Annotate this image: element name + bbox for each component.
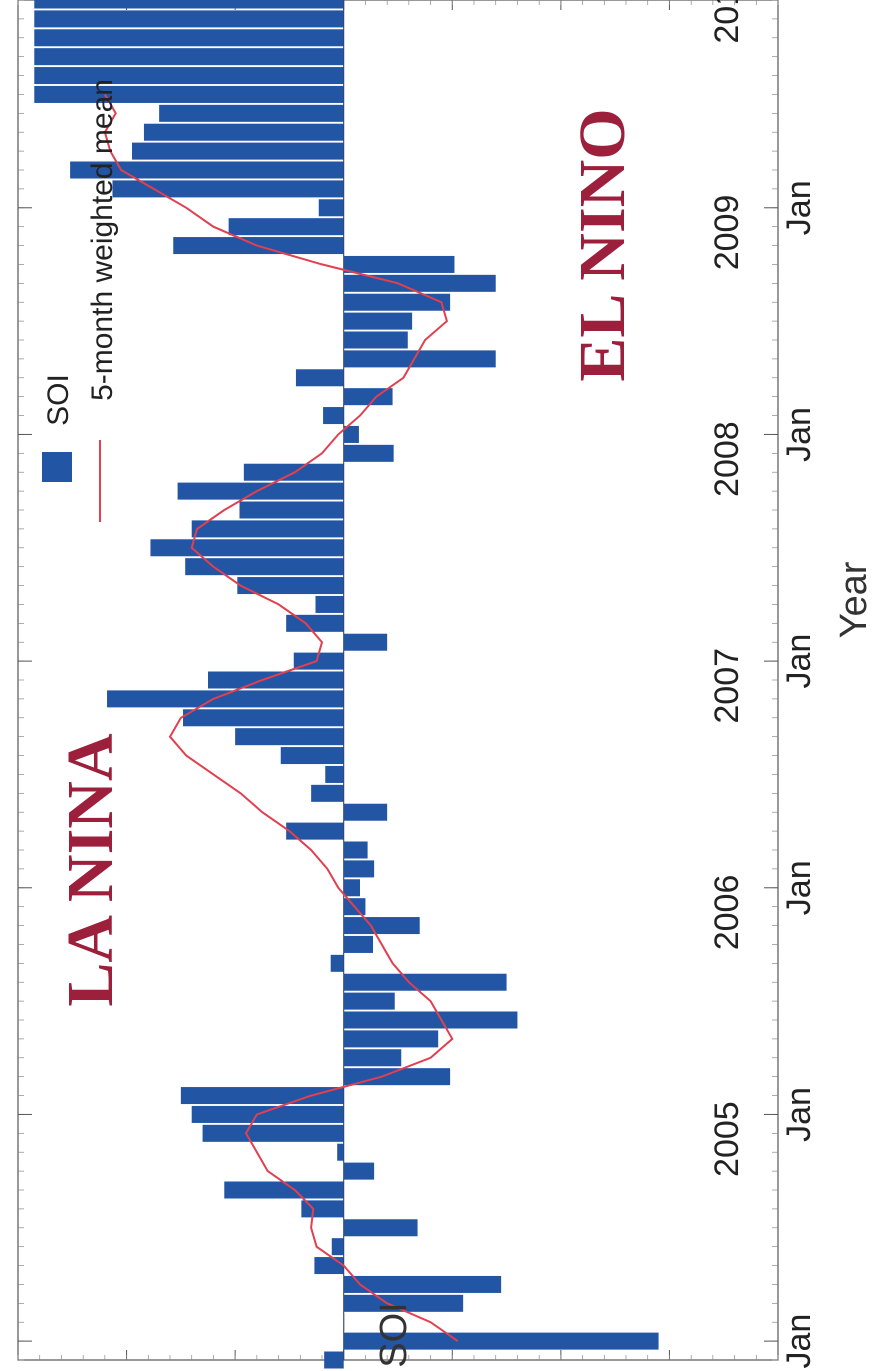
soi-bar [286, 822, 344, 840]
soi-bar [286, 614, 344, 632]
soi-bar [343, 879, 360, 897]
soi-bar [343, 312, 413, 330]
soi-bar [343, 1313, 345, 1331]
soi-bar [331, 1238, 344, 1256]
soi-bar [330, 954, 344, 972]
x-tick-label: 2009 [708, 195, 746, 271]
x-tick-label: 2008 [708, 421, 746, 497]
plot-frame [17, 0, 779, 1361]
soi-bar [325, 765, 344, 783]
x-tick-label: 2006 [708, 875, 746, 951]
soi-bar [343, 425, 359, 443]
soi-bar [343, 1030, 439, 1048]
soi-bar [343, 803, 388, 821]
x-tick-sublabel: Jan [780, 180, 818, 235]
soi-bar [343, 293, 451, 311]
soi-bar [324, 1351, 344, 1369]
soi-bar [343, 841, 368, 859]
soi-bar [318, 199, 344, 217]
soi-bar [150, 539, 344, 557]
x-tick-sublabel: Jan [780, 1314, 818, 1369]
soi-bar [343, 274, 496, 292]
soi-bar [343, 444, 394, 462]
soi-bar [343, 1294, 464, 1312]
x-tick-sublabel: Jan [780, 634, 818, 689]
soi-bar [343, 1219, 418, 1237]
x-tick-label: 2005 [708, 1101, 746, 1177]
soi-bar [235, 728, 344, 746]
soi-bar [311, 784, 344, 802]
soi-bar [343, 633, 388, 651]
soi-bar [343, 388, 393, 406]
soi-bar [183, 709, 344, 727]
soi-bar [343, 860, 375, 878]
x-axis-title: Year [833, 561, 875, 638]
soi-bar [237, 577, 344, 595]
soi-bar [315, 595, 344, 613]
soi-bar [107, 690, 344, 708]
x-tick-sublabel: Jan [780, 407, 818, 462]
soi-bar [202, 1124, 344, 1142]
soi-bar [191, 1105, 344, 1123]
soi-bar [323, 407, 344, 425]
legend-label-mean: 5-month weighted mean [86, 79, 119, 401]
soi-bar [343, 1011, 518, 1029]
soi-bar [34, 67, 344, 85]
soi-bar [159, 104, 344, 122]
soi-bar [239, 501, 344, 519]
soi-bar [70, 161, 344, 179]
soi-bar [343, 1332, 659, 1350]
legend-swatch-soi [42, 452, 72, 482]
y-axis-title: SOI [373, 1302, 415, 1367]
soi-bar [280, 747, 344, 765]
soi-bar [34, 0, 344, 9]
soi-bar [191, 520, 344, 538]
soi-bar [34, 85, 344, 103]
soi-bar [343, 331, 408, 349]
x-tick-label: 2010 [708, 0, 746, 44]
soi-bar [343, 350, 496, 368]
soi-bar [343, 917, 420, 935]
annotation-la-nina: LA NINA [54, 733, 127, 1007]
soi-bar [228, 218, 344, 236]
soi-bar [343, 1275, 502, 1293]
soi-bar [34, 29, 344, 47]
soi-bar [177, 482, 344, 500]
soi-bar [337, 1143, 344, 1161]
annotation-el-nino: EL NINO [566, 108, 639, 381]
soi-bar [185, 558, 344, 576]
mean-line [103, 93, 459, 1342]
soi-bar [343, 255, 455, 273]
x-tick-sublabel: Jan [780, 860, 818, 915]
soi-bar [132, 142, 344, 160]
soi-bar [343, 1162, 375, 1180]
x-tick-label: 2007 [708, 648, 746, 724]
soi-bar [295, 369, 344, 387]
soi-bar [343, 1068, 451, 1086]
x-tick-sublabel: Jan [780, 1087, 818, 1142]
soi-bar [208, 671, 344, 689]
soi-bar [343, 1049, 402, 1067]
soi-bar [343, 992, 395, 1010]
soi-bar [314, 1257, 344, 1275]
soi-bar [34, 48, 344, 66]
soi-bar [180, 1087, 344, 1105]
soi-bar [343, 973, 507, 991]
soi-bar [143, 123, 344, 141]
soi-bar [112, 180, 344, 198]
soi-bar [224, 1181, 344, 1199]
legend-label-soi: SOI [42, 374, 75, 426]
soi-bar [34, 10, 344, 28]
soi-bar [343, 935, 374, 953]
